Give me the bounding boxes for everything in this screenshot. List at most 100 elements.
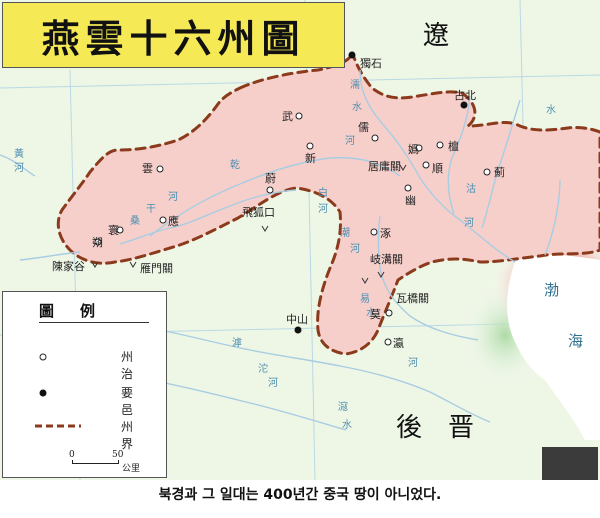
prefecture-label-you: 幽	[405, 194, 416, 207]
scale-bar: 0 50 公里	[68, 450, 158, 474]
rivers	[0, 69, 561, 431]
prefecture-markers	[94, 112, 491, 346]
pass-symbols	[91, 164, 407, 284]
place-label-juyongguan: 居庸關	[368, 159, 401, 173]
sixteen-prefectures-region	[56, 51, 600, 356]
river-label: 潮	[340, 226, 350, 239]
river-label: 水	[366, 307, 376, 319]
place-label-feihukou: 飛狐口	[242, 205, 275, 219]
scale-fifty: 50	[112, 450, 124, 460]
place-label-chenjiagu: 陳家谷	[52, 259, 85, 273]
town-markers	[294, 51, 468, 334]
wajiaoguan-pass-icon	[361, 277, 369, 284]
ru-marker	[371, 134, 379, 142]
legend-label: 州界	[121, 420, 148, 451]
river-label: 滱	[338, 400, 348, 413]
caption: 북경과 그 일대는 400년간 중국 땅이 아니었다.	[158, 487, 442, 503]
river-label: 水	[352, 101, 362, 113]
map-title: 燕雲十六州圖	[41, 15, 306, 61]
open-circle-icon	[39, 353, 47, 361]
river-label: 水	[546, 104, 556, 116]
prefecture-label-mo: 莫	[370, 308, 381, 321]
gubei-marker	[460, 101, 468, 109]
river-label: 河	[318, 203, 328, 215]
bohai-sea	[507, 254, 600, 440]
legend-label: 州治	[121, 350, 148, 381]
huan-marker	[116, 226, 124, 234]
prefecture-label-tan: 檀	[448, 139, 459, 153]
zhuo-marker	[370, 228, 378, 236]
shun-marker	[422, 161, 430, 169]
prefecture-label-ru: 儒	[358, 121, 369, 134]
river-label: 河	[350, 243, 360, 255]
yanmenguan-pass-icon	[129, 261, 137, 268]
river-label: 黃	[14, 147, 24, 160]
legend-divider	[39, 322, 149, 323]
mo-marker	[385, 309, 393, 317]
gui-marker	[415, 144, 423, 152]
prefecture-labels: 雲 應 寰 朔 武 新 嬀 儒 蔚 檀 順 薊 幽 涿 瀛 莫	[92, 110, 505, 350]
river-label: 水	[342, 419, 352, 431]
river-label: 白	[318, 186, 328, 199]
prefecture-label-shun: 順	[432, 162, 443, 175]
prefecture-label-ying: 應	[168, 214, 179, 228]
legend-row-prefecture-seat: 州治	[3, 346, 163, 381]
river-label: 河	[345, 135, 355, 147]
place-label-wajiaoguan: 瓦橋關	[396, 291, 429, 305]
prefecture-label-shuo: 朔	[92, 236, 103, 249]
chenjiagu-pass-icon	[91, 261, 99, 268]
dushi-marker	[348, 51, 356, 59]
place-label-dushi: 獨石	[360, 56, 382, 70]
prefecture-label-huan: 寰	[108, 223, 119, 237]
shuo-marker	[94, 238, 102, 246]
place-label-zhongshan: 中山	[286, 313, 308, 326]
ying-he-marker	[384, 338, 392, 346]
prefecture-label-zhuo: 涿	[380, 227, 391, 240]
juyongguan-pass-icon	[399, 164, 407, 171]
liao-label: 遼	[423, 21, 449, 51]
river-label: 桑	[130, 215, 140, 227]
river-label: 河	[14, 162, 24, 174]
river-label: 沱	[258, 362, 268, 375]
scale-tick	[118, 460, 119, 464]
prefecture-label-xin: 新	[305, 151, 316, 165]
legend-label: 要邑	[121, 386, 148, 417]
prefecture-label-ji: 薊	[494, 166, 505, 179]
place-label-gubei: 古北	[454, 89, 476, 102]
tan-marker	[436, 141, 444, 149]
qigouguan-pass-icon	[377, 271, 385, 278]
prefecture-label-yun: 雲	[142, 162, 153, 175]
scale-unit: 公里	[122, 464, 141, 474]
corner-logo-image	[542, 447, 598, 480]
filled-dot-icon	[39, 389, 47, 397]
dashed-line-icon	[35, 424, 81, 428]
prefecture-label-gui: 嬀	[408, 142, 419, 156]
later-jin-label: 後 晋	[396, 413, 474, 443]
zhongshan-marker	[294, 326, 302, 334]
river-label: 沽	[466, 182, 476, 195]
you-marker	[404, 184, 412, 192]
map-title-box: 燕雲十六州圖	[2, 2, 345, 68]
river-label: 河	[168, 191, 178, 203]
place-label-yanmenguan: 雁門關	[140, 262, 173, 275]
river-label: 河	[464, 217, 474, 229]
river-label: 河	[408, 357, 418, 369]
ying-marker	[159, 216, 167, 224]
sea-label-hai: 海	[568, 332, 583, 350]
river-label: 河	[268, 377, 278, 389]
prefecture-label-wei: 蔚	[265, 172, 276, 185]
legend: 圖例 州治 要邑 州界	[2, 291, 167, 478]
legend-row-boundary: 州界	[3, 416, 163, 451]
ji-marker	[483, 168, 491, 176]
place-label-qigouguan: 岐溝關	[370, 253, 403, 266]
sea-label-bo: 渤	[544, 281, 559, 299]
wei-marker	[266, 186, 274, 194]
place-labels: 獨石 古北 居庸關 飛狐口 岐溝關 瓦橋關 雁門關 陳家谷 中山	[52, 56, 476, 326]
scale-zero: 0	[69, 450, 75, 460]
river-label: 干	[146, 204, 156, 215]
river-label: 濡	[350, 79, 360, 91]
river-labels: 濡 水 水 黃 河 乾 河 桑 干 河 白 河 潮 河 沽 河 滹 沱 河 滱 …	[14, 79, 556, 431]
prefecture-label-ying-he: 瀛	[393, 336, 404, 350]
xin-marker	[306, 142, 314, 150]
river-label: 乾	[230, 158, 240, 171]
